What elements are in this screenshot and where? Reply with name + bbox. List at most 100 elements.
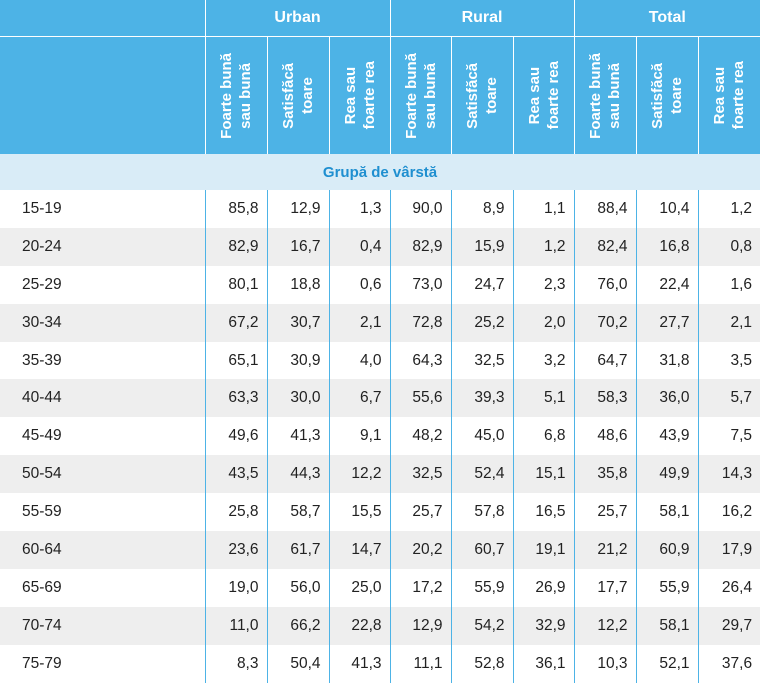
value-cell-urban-good: 8,3 (204, 644, 267, 683)
value-cell-urban-satisfactory: 56,0 (266, 568, 329, 607)
value-cell-rural-bad: 36,1 (512, 644, 575, 683)
value-cell-urban-bad: 1,3 (328, 190, 391, 228)
value-cell-total-good: 10,3 (573, 644, 637, 683)
value-cell-total-bad: 1,6 (697, 265, 760, 304)
value-cell-rural-satisfactory: 24,7 (450, 265, 514, 304)
value-cell-urban-good: 65,1 (204, 341, 267, 380)
value-cell-rural-satisfactory: 45,0 (450, 417, 514, 456)
subheader-total-bad: Rea sau foarte rea (697, 36, 760, 154)
row-label: 65-69 (0, 568, 205, 607)
value-cell-total-satisfactory: 60,9 (635, 531, 699, 569)
group-header-total: Total (573, 0, 760, 37)
value-cell-rural-good: 20,2 (389, 531, 452, 569)
table-row: 15-19 85,8 12,9 1,3 90,0 8,9 1,1 88,4 10,4 1,2 (0, 190, 760, 228)
value-cell-total-good: 17,7 (573, 568, 637, 607)
value-cell-urban-bad: 2,1 (328, 303, 391, 342)
subheader-label: Foarte bună sau bună (218, 52, 254, 139)
value-cell-total-satisfactory: 36,0 (635, 379, 699, 418)
value-cell-total-satisfactory: 55,9 (635, 568, 699, 607)
value-cell-urban-bad: 9,1 (328, 417, 391, 456)
value-cell-rural-satisfactory: 25,2 (450, 303, 514, 342)
value-cell-urban-good: 82,9 (204, 227, 267, 266)
value-cell-rural-good: 73,0 (389, 265, 452, 304)
value-cell-total-bad: 16,2 (697, 493, 760, 532)
value-cell-urban-good: 19,0 (204, 568, 267, 607)
subheader-urban-good: Foarte bună sau bună (204, 36, 267, 154)
value-cell-total-satisfactory: 52,1 (635, 644, 699, 683)
value-cell-urban-satisfactory: 58,7 (266, 493, 329, 532)
value-cell-rural-bad: 15,1 (512, 455, 575, 494)
value-cell-total-bad: 1,2 (697, 190, 760, 228)
value-cell-urban-satisfactory: 61,7 (266, 531, 329, 569)
table-row: 70-74 11,0 66,2 22,8 12,9 54,2 32,9 12,2 58,1 29,… (0, 606, 760, 645)
value-cell-rural-satisfactory: 32,5 (450, 341, 514, 380)
value-cell-rural-satisfactory: 39,3 (450, 379, 514, 418)
value-cell-rural-bad: 2,3 (512, 265, 575, 304)
value-cell-rural-good: 17,2 (389, 568, 452, 607)
subheader-label: Rea sau foarte rea (711, 61, 748, 130)
table-row: 55-59 25,8 58,7 15,5 25,7 57,8 16,5 25,7 58,1 16,… (0, 493, 760, 532)
row-label: 45-49 (0, 417, 205, 456)
value-cell-urban-bad: 6,7 (328, 379, 391, 418)
value-cell-urban-bad: 15,5 (328, 493, 391, 532)
value-cell-total-good: 21,2 (573, 531, 637, 569)
table-row: 40-44 63,3 30,0 6,7 55,6 39,3 5,1 58,3 36,0 5,7 (0, 379, 760, 418)
value-cell-rural-bad: 5,1 (512, 379, 575, 418)
value-cell-total-satisfactory: 10,4 (635, 190, 699, 228)
value-cell-rural-good: 48,2 (389, 417, 452, 456)
value-cell-total-satisfactory: 43,9 (635, 417, 699, 456)
value-cell-total-bad: 0,8 (697, 227, 760, 266)
value-cell-total-good: 48,6 (573, 417, 637, 456)
value-cell-total-bad: 2,1 (697, 303, 760, 342)
value-cell-rural-good: 90,0 (389, 190, 452, 228)
value-cell-urban-good: 43,5 (204, 455, 267, 494)
value-cell-rural-satisfactory: 55,9 (450, 568, 514, 607)
value-cell-total-good: 76,0 (573, 265, 637, 304)
subheader-total-good: Foarte bună sau bună (573, 36, 637, 154)
value-cell-urban-satisfactory: 30,0 (266, 379, 329, 418)
value-cell-total-good: 88,4 (573, 190, 637, 228)
value-cell-rural-satisfactory: 52,8 (450, 644, 514, 683)
value-cell-total-satisfactory: 27,7 (635, 303, 699, 342)
row-label: 20-24 (0, 227, 205, 266)
value-cell-total-good: 64,7 (573, 341, 637, 380)
group-header-urban: Urban (204, 0, 391, 37)
value-cell-urban-satisfactory: 30,9 (266, 341, 329, 380)
value-cell-rural-good: 55,6 (389, 379, 452, 418)
value-cell-total-bad: 3,5 (697, 341, 760, 380)
value-cell-urban-good: 49,6 (204, 417, 267, 456)
value-cell-total-satisfactory: 58,1 (635, 493, 699, 532)
value-cell-urban-satisfactory: 16,7 (266, 227, 329, 266)
value-cell-total-good: 35,8 (573, 455, 637, 494)
value-cell-urban-good: 23,6 (204, 531, 267, 569)
value-cell-rural-satisfactory: 8,9 (450, 190, 514, 228)
value-cell-rural-good: 12,9 (389, 606, 452, 645)
corner-cell-lower (0, 36, 205, 154)
value-cell-rural-satisfactory: 52,4 (450, 455, 514, 494)
value-cell-urban-good: 67,2 (204, 303, 267, 342)
subheader-urban-bad: Rea sau foarte rea (328, 36, 391, 154)
row-label: 30-34 (0, 303, 205, 342)
section-label: Grupă de vârstă (0, 154, 760, 190)
value-cell-total-satisfactory: 58,1 (635, 606, 699, 645)
value-cell-rural-satisfactory: 57,8 (450, 493, 514, 532)
table-row: 20-24 82,9 16,7 0,4 82,9 15,9 1,2 82,4 16,8 0,8 (0, 227, 760, 266)
subheader-label: Foarte bună sau bună (587, 52, 624, 139)
row-label: 55-59 (0, 493, 205, 532)
value-cell-urban-bad: 22,8 (328, 606, 391, 645)
value-cell-urban-satisfactory: 50,4 (266, 644, 329, 683)
value-cell-total-bad: 5,7 (697, 379, 760, 418)
row-label: 35-39 (0, 341, 205, 380)
value-cell-total-good: 58,3 (573, 379, 637, 418)
value-cell-urban-satisfactory: 44,3 (266, 455, 329, 494)
value-cell-rural-bad: 1,2 (512, 227, 575, 266)
value-cell-urban-satisfactory: 66,2 (266, 606, 329, 645)
value-cell-total-satisfactory: 22,4 (635, 265, 699, 304)
row-label: 40-44 (0, 379, 205, 418)
subcolumn-header-row: Foarte bună sau bună Satisfăcă toare Rea sau… (0, 36, 760, 154)
subheader-urban-satisfactory: Satisfăcă toare (266, 36, 329, 154)
subheader-label: Rea sau foarte rea (341, 61, 378, 130)
subheader-label: Rea sau foarte rea (525, 61, 562, 130)
value-cell-rural-bad: 19,1 (512, 531, 575, 569)
